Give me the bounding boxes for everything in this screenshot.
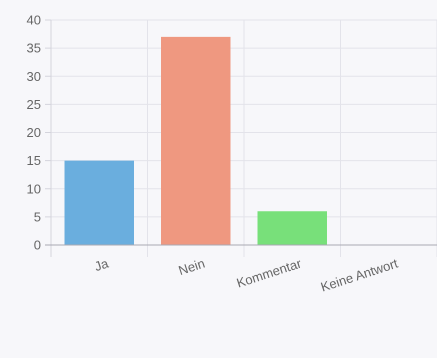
y-tick-label: 30 (27, 69, 41, 84)
axis-layer (45, 19, 437, 257)
x-tick-label: Kommentar (235, 255, 304, 290)
y-tick-label: 15 (27, 153, 41, 168)
y-tick-label: 10 (27, 181, 41, 196)
x-tick-labels: Ja Nein Kommentar Keine Antwort (92, 255, 400, 294)
y-tick-label: 20 (27, 125, 41, 140)
y-tick-label: 40 (27, 13, 41, 28)
x-tick-label: Nein (177, 256, 207, 279)
y-tick-label: 35 (27, 41, 41, 56)
y-tick-label: 25 (27, 97, 41, 112)
bar-kommentar[interactable] (257, 211, 327, 245)
x-tick-label: Keine Antwort (319, 255, 400, 294)
y-tick-labels: 0 5 10 15 20 25 30 35 40 (27, 13, 41, 253)
y-tick-label: 5 (34, 209, 41, 224)
x-tick-label: Ja (92, 255, 110, 274)
bars-layer (64, 36, 327, 245)
bar-nein[interactable] (161, 36, 231, 245)
bar-ja[interactable] (64, 160, 134, 245)
y-tick-label: 0 (34, 238, 41, 253)
